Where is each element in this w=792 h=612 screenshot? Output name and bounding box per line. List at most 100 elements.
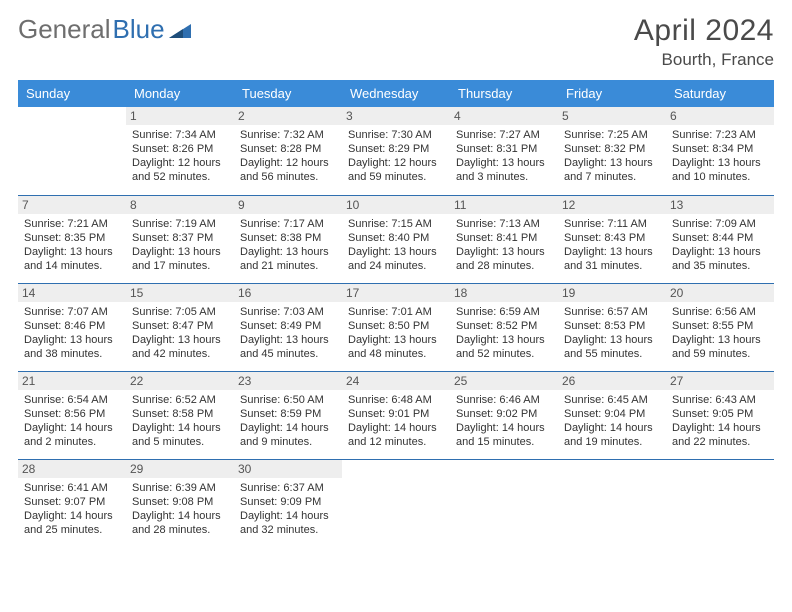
sunset-line: Sunset: 8:38 PM xyxy=(240,231,336,245)
calendar-cell: 2Sunrise: 7:32 AMSunset: 8:28 PMDaylight… xyxy=(234,107,342,195)
calendar-cell: 10 Sunrise: 7:15 AMSunset: 8:40 PMDayligh… xyxy=(342,195,450,283)
month-title: April 2024 xyxy=(634,14,774,48)
day-number: 13 xyxy=(666,196,774,214)
calendar-cell: 22 Sunrise: 6:52 AMSunset: 8:58 PMDayligh… xyxy=(126,371,234,459)
day-number: 12 xyxy=(558,196,666,214)
sunrise-line: Sunrise: 6:37 AM xyxy=(240,481,336,495)
calendar-cell: 14Sunrise: 7:07 AMSunset: 8:46 PMDayligh… xyxy=(18,283,126,371)
day-number: 9 xyxy=(234,196,342,214)
day-number: 4 xyxy=(450,107,558,125)
sunset-line: Sunset: 8:31 PM xyxy=(456,142,552,156)
sunrise-line: Sunrise: 7:11 AM xyxy=(564,217,660,231)
daylight-line: Daylight: 13 hours and 3 minutes. xyxy=(456,156,552,184)
daylight-line: Daylight: 14 hours and 5 minutes. xyxy=(132,421,228,449)
daylight-line: Daylight: 13 hours and 21 minutes. xyxy=(240,245,336,273)
calendar-cell xyxy=(558,459,666,547)
title-block: April 2024 Bourth, France xyxy=(634,14,774,70)
daylight-line: Daylight: 14 hours and 9 minutes. xyxy=(240,421,336,449)
sunset-line: Sunset: 8:41 PM xyxy=(456,231,552,245)
sunset-line: Sunset: 8:58 PM xyxy=(132,407,228,421)
sunset-line: Sunset: 8:53 PM xyxy=(564,319,660,333)
sunrise-line: Sunrise: 6:48 AM xyxy=(348,393,444,407)
day-details: Sunrise: 7:15 AMSunset: 8:40 PMDaylight:… xyxy=(348,217,444,273)
day-number: 22 xyxy=(126,372,234,390)
day-details: Sunrise: 7:03 AMSunset: 8:49 PMDaylight:… xyxy=(240,305,336,361)
sunrise-line: Sunrise: 7:17 AM xyxy=(240,217,336,231)
calendar-cell: 8Sunrise: 7:19 AMSunset: 8:37 PMDaylight… xyxy=(126,195,234,283)
day-number: 30 xyxy=(234,460,342,478)
day-details: Sunrise: 7:01 AMSunset: 8:50 PMDaylight:… xyxy=(348,305,444,361)
day-details: Sunrise: 6:56 AMSunset: 8:55 PMDaylight:… xyxy=(672,305,768,361)
sunrise-line: Sunrise: 7:15 AM xyxy=(348,217,444,231)
calendar-table: SundayMondayTuesdayWednesdayThursdayFrid… xyxy=(18,80,774,547)
calendar-cell: 29Sunrise: 6:39 AMSunset: 9:08 PMDayligh… xyxy=(126,459,234,547)
day-details: Sunrise: 7:32 AMSunset: 8:28 PMDaylight:… xyxy=(240,128,336,184)
sunrise-line: Sunrise: 7:21 AM xyxy=(24,217,120,231)
day-details: Sunrise: 7:21 AMSunset: 8:35 PMDaylight:… xyxy=(24,217,120,273)
day-number: 25 xyxy=(450,372,558,390)
sunrise-line: Sunrise: 7:01 AM xyxy=(348,305,444,319)
sunrise-line: Sunrise: 6:41 AM xyxy=(24,481,120,495)
daylight-line: Daylight: 13 hours and 48 minutes. xyxy=(348,333,444,361)
daylight-line: Daylight: 13 hours and 59 minutes. xyxy=(672,333,768,361)
sunset-line: Sunset: 8:26 PM xyxy=(132,142,228,156)
sunset-line: Sunset: 8:47 PM xyxy=(132,319,228,333)
daylight-line: Daylight: 14 hours and 19 minutes. xyxy=(564,421,660,449)
daylight-line: Daylight: 13 hours and 55 minutes. xyxy=(564,333,660,361)
sunset-line: Sunset: 8:55 PM xyxy=(672,319,768,333)
daylight-line: Daylight: 14 hours and 22 minutes. xyxy=(672,421,768,449)
sunset-line: Sunset: 9:02 PM xyxy=(456,407,552,421)
day-details: Sunrise: 6:50 AMSunset: 8:59 PMDaylight:… xyxy=(240,393,336,449)
calendar-cell: 30Sunrise: 6:37 AMSunset: 9:09 PMDayligh… xyxy=(234,459,342,547)
day-number: 16 xyxy=(234,284,342,302)
day-number: 20 xyxy=(666,284,774,302)
daylight-line: Daylight: 13 hours and 45 minutes. xyxy=(240,333,336,361)
day-number: 19 xyxy=(558,284,666,302)
daylight-line: Daylight: 14 hours and 12 minutes. xyxy=(348,421,444,449)
sunrise-line: Sunrise: 6:43 AM xyxy=(672,393,768,407)
daylight-line: Daylight: 12 hours and 56 minutes. xyxy=(240,156,336,184)
sunrise-line: Sunrise: 6:45 AM xyxy=(564,393,660,407)
weekday-header: Thursday xyxy=(450,80,558,107)
daylight-line: Daylight: 13 hours and 52 minutes. xyxy=(456,333,552,361)
sunset-line: Sunset: 8:34 PM xyxy=(672,142,768,156)
daylight-line: Daylight: 12 hours and 52 minutes. xyxy=(132,156,228,184)
calendar-cell xyxy=(666,459,774,547)
daylight-line: Daylight: 13 hours and 31 minutes. xyxy=(564,245,660,273)
daylight-line: Daylight: 14 hours and 2 minutes. xyxy=(24,421,120,449)
sunset-line: Sunset: 8:40 PM xyxy=(348,231,444,245)
day-number: 10 xyxy=(342,196,450,214)
calendar-cell: 1Sunrise: 7:34 AMSunset: 8:26 PMDaylight… xyxy=(126,107,234,195)
calendar-cell: 4Sunrise: 7:27 AMSunset: 8:31 PMDaylight… xyxy=(450,107,558,195)
day-details: Sunrise: 6:59 AMSunset: 8:52 PMDaylight:… xyxy=(456,305,552,361)
brand-logo: GeneralBlue xyxy=(18,14,193,45)
sunset-line: Sunset: 8:28 PM xyxy=(240,142,336,156)
calendar-cell: 20 Sunrise: 6:56 AMSunset: 8:55 PMDayligh… xyxy=(666,283,774,371)
day-number: 5 xyxy=(558,107,666,125)
sunrise-line: Sunrise: 6:46 AM xyxy=(456,393,552,407)
day-details: Sunrise: 6:43 AMSunset: 9:05 PMDaylight:… xyxy=(672,393,768,449)
day-number: 1 xyxy=(126,107,234,125)
day-number: 6 xyxy=(666,107,774,125)
day-number: 28 xyxy=(18,460,126,478)
calendar-cell: 7Sunrise: 7:21 AMSunset: 8:35 PMDaylight… xyxy=(18,195,126,283)
daylight-line: Daylight: 13 hours and 14 minutes. xyxy=(24,245,120,273)
calendar-body: 1Sunrise: 7:34 AMSunset: 8:26 PMDaylight… xyxy=(18,107,774,547)
sunset-line: Sunset: 8:35 PM xyxy=(24,231,120,245)
day-details: Sunrise: 6:46 AMSunset: 9:02 PMDaylight:… xyxy=(456,393,552,449)
day-details: Sunrise: 7:07 AMSunset: 8:46 PMDaylight:… xyxy=(24,305,120,361)
day-details: Sunrise: 6:52 AMSunset: 8:58 PMDaylight:… xyxy=(132,393,228,449)
sunset-line: Sunset: 8:44 PM xyxy=(672,231,768,245)
sunrise-line: Sunrise: 6:52 AM xyxy=(132,393,228,407)
day-number: 15 xyxy=(126,284,234,302)
day-details: Sunrise: 6:41 AMSunset: 9:07 PMDaylight:… xyxy=(24,481,120,537)
day-number: 3 xyxy=(342,107,450,125)
sunset-line: Sunset: 8:49 PM xyxy=(240,319,336,333)
sunrise-line: Sunrise: 7:19 AM xyxy=(132,217,228,231)
day-details: Sunrise: 7:05 AMSunset: 8:47 PMDaylight:… xyxy=(132,305,228,361)
day-number: 26 xyxy=(558,372,666,390)
calendar-page: GeneralBlue April 2024 Bourth, France Su… xyxy=(0,0,792,612)
calendar-cell: 6Sunrise: 7:23 AMSunset: 8:34 PMDaylight… xyxy=(666,107,774,195)
calendar-cell: 16 Sunrise: 7:03 AMSunset: 8:49 PMDayligh… xyxy=(234,283,342,371)
daylight-line: Daylight: 14 hours and 15 minutes. xyxy=(456,421,552,449)
